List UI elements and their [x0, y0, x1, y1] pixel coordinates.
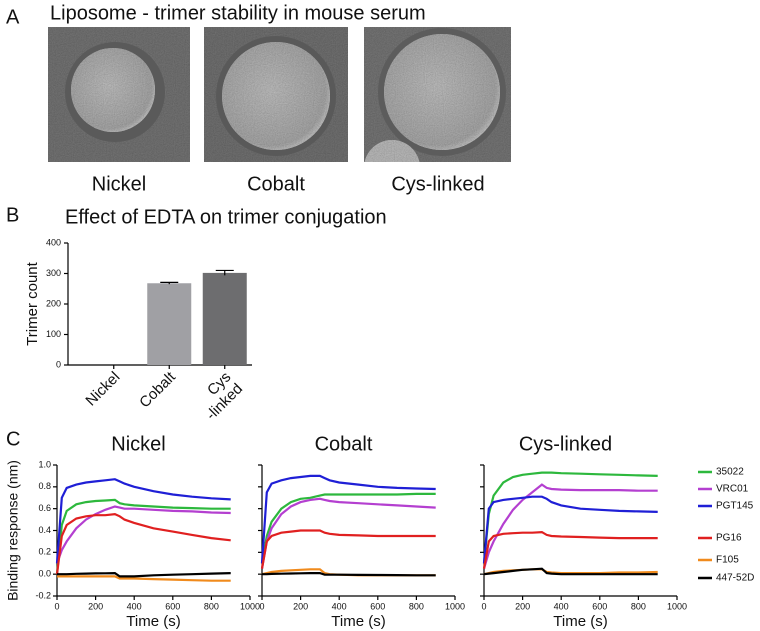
x-tick-label: Cobalt [136, 368, 179, 411]
chart-title: Cys-linked [519, 433, 612, 455]
y-tick-label: 200 [46, 298, 61, 308]
y-tick-label: 300 [46, 268, 61, 278]
y-tick-label: 100 [46, 329, 61, 339]
x-axis-label: Time (s) [553, 613, 607, 630]
series-line [260, 492, 436, 564]
image-label: Cys-linked [391, 173, 484, 195]
y-axis-label: Binding response (nm) [5, 460, 21, 601]
x-tick-label: 0 [54, 601, 59, 611]
legend-label: F105 [716, 555, 739, 566]
panel-label: C [6, 428, 20, 450]
x-tick-label: 600 [165, 601, 180, 611]
series-line [57, 571, 231, 578]
chart-title: Effect of EDTA on trimer conjugation [65, 206, 387, 228]
series-line [260, 497, 436, 569]
legend-label: VRC01 [716, 484, 749, 495]
series-line [55, 512, 231, 575]
panel-label: B [6, 204, 19, 226]
series-line [482, 495, 658, 564]
panel-title: Liposome - trimer stability in mouse ser… [50, 2, 426, 24]
y-tick-label: 0 [56, 359, 61, 369]
x-tick-label: Cys-linked [191, 369, 246, 424]
panel-label: A [6, 6, 20, 28]
bar [147, 283, 192, 365]
x-tick-label: 400 [332, 601, 347, 611]
y-tick-label: -0.2 [35, 590, 51, 600]
series-line [262, 572, 436, 577]
x-tick-label: 200 [293, 601, 308, 611]
micrograph [364, 27, 511, 196]
chart-title: Cobalt [315, 433, 373, 455]
x-tick-label: 600 [592, 601, 607, 611]
micrograph [48, 27, 190, 162]
series-line [55, 498, 231, 575]
x-tick-label: 0 [259, 601, 264, 611]
y-tick-label: 0.0 [38, 569, 51, 579]
x-tick-label: 800 [631, 601, 646, 611]
x-tick-label: Nickel [82, 369, 123, 410]
micrograph [204, 27, 348, 162]
x-tick-label: 200 [88, 601, 103, 611]
y-tick-label: 0.4 [38, 525, 51, 535]
series-line [260, 529, 436, 569]
x-axis-label: Time (s) [331, 613, 385, 630]
y-tick-label: 0.6 [38, 503, 51, 513]
y-tick-label: 0.2 [38, 547, 51, 557]
series-line [483, 567, 658, 576]
series-line [482, 471, 658, 564]
series-line [482, 483, 658, 570]
y-tick-label: 400 [46, 237, 61, 247]
legend-label: 35022 [716, 467, 744, 478]
x-axis-label: Time (s) [126, 613, 180, 630]
image-label: Nickel [92, 173, 146, 195]
x-tick-label: 1000 [445, 601, 465, 611]
x-tick-label: 600 [370, 601, 385, 611]
bar [202, 272, 247, 365]
x-tick-label: 400 [127, 601, 142, 611]
series-line [55, 478, 231, 564]
y-tick-label: 1.0 [38, 459, 51, 469]
legend-label: 447-52D [716, 573, 754, 584]
x-tick-label: 1000 [240, 601, 260, 611]
chart-title: Nickel [111, 433, 165, 455]
x-tick-label: 0 [481, 601, 486, 611]
mask [364, 162, 514, 202]
x-tick-label: 800 [204, 601, 219, 611]
x-tick-label: 800 [409, 601, 424, 611]
x-tick-label: 1000 [667, 601, 687, 611]
x-tick-label: 400 [554, 601, 569, 611]
y-tick-label: 0.8 [38, 481, 51, 491]
series-line [482, 530, 658, 569]
series-line [260, 474, 436, 564]
series-line [55, 505, 231, 564]
legend-label: PGT145 [716, 501, 754, 512]
x-tick-label: 200 [515, 601, 530, 611]
legend-label: PG16 [716, 533, 742, 544]
y-axis-label: Trimer count [24, 261, 41, 345]
series-line [57, 575, 231, 582]
image-label: Cobalt [247, 173, 305, 195]
